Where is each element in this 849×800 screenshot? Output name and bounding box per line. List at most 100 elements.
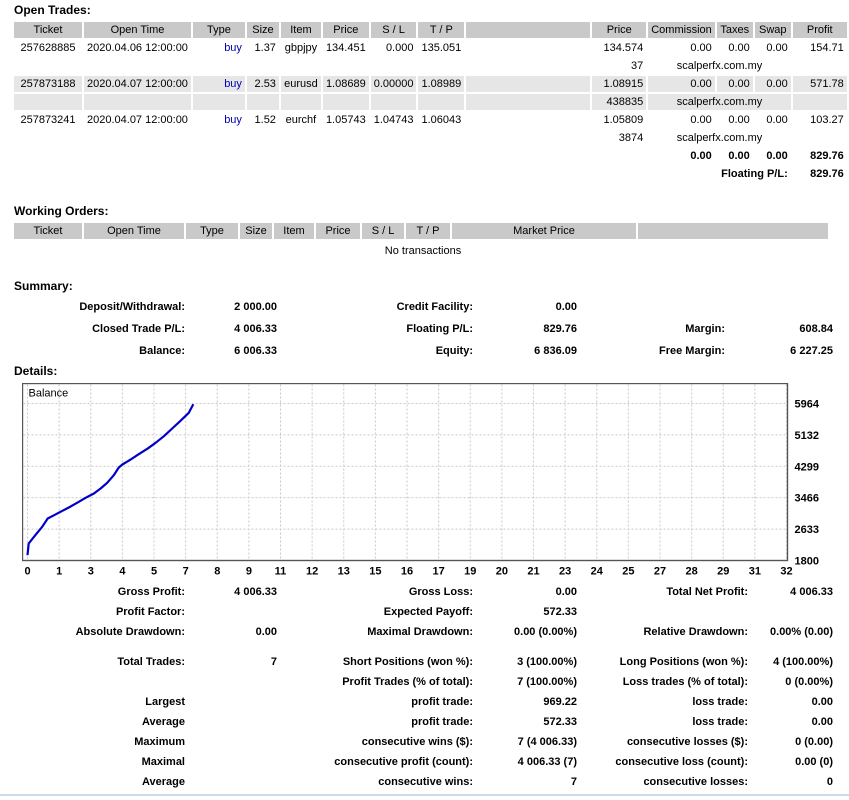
cell-empty — [192, 94, 245, 110]
header-cell-Size: Size — [246, 22, 279, 38]
header-cell-Open Time: Open Time — [84, 22, 191, 38]
header-cell-S / L: S / L — [370, 22, 417, 38]
cell-empty — [246, 94, 279, 110]
stat-row: Profit Factor: Expected Payoff: 572.33 — [14, 602, 833, 622]
y-tick-label: 5132 — [795, 430, 819, 442]
stat-row: Closed Trade P/L: 4 006.33 Floating P/L: 82… — [14, 318, 833, 340]
header-cell-T / P: T / P — [418, 22, 465, 38]
balance-line — [26, 403, 195, 556]
cell-empty — [280, 94, 321, 110]
cell-empty — [14, 166, 646, 182]
floating-pl-label: Floating P/L: — [721, 167, 788, 180]
x-tick-label: 5 — [151, 566, 157, 578]
stat-value: 3 (100.00%) — [517, 656, 577, 668]
stat-label: Gross Profit: — [117, 586, 185, 598]
stat-value: 0 (0.00) — [795, 736, 833, 748]
stat-value: 0.00 — [811, 696, 833, 708]
cell-size: 1.37 — [254, 41, 276, 54]
cell-empty — [193, 58, 245, 74]
trade-row: 257628885 2020.04.06 12:00:00 buy 1.37 gbpjp… — [14, 40, 847, 56]
stat-label: Maximal Drawdown: — [367, 626, 473, 638]
cell-empty — [793, 130, 847, 146]
header-cell-Ticket: Ticket — [14, 223, 82, 239]
chart-series-label: Balance — [29, 388, 69, 400]
y-tick-label: 2633 — [795, 524, 819, 536]
stat-label: Largest — [145, 696, 185, 708]
stat-value — [185, 692, 277, 712]
stat-value: 7 (4 006.33) — [517, 736, 577, 748]
stat-value: 4 006.33 (7) — [517, 756, 577, 768]
stat-label: Deposit/Withdrawal: — [79, 301, 185, 313]
trade-comment-row: 3874 scalperfx.com.my — [14, 130, 847, 146]
stat-label: Profit Trades (% of total): — [342, 676, 473, 688]
cell-empty — [84, 58, 191, 74]
x-tick-label: 1 — [56, 566, 62, 578]
stat-label: consecutive loss (count): — [615, 756, 748, 768]
stat-value: 0.00 — [255, 626, 277, 638]
stat-label: Floating P/L: — [406, 323, 473, 335]
cell-empty — [323, 58, 369, 74]
header-cell-Open Time: Open Time — [84, 223, 184, 239]
cell-taxes: 0.00 — [716, 76, 753, 92]
stat-label — [577, 296, 725, 318]
cell-swap: 0.00 — [766, 113, 788, 126]
cell-price: 134.451 — [325, 41, 366, 54]
cell-commission: 0.00 — [690, 41, 712, 54]
cell-ticket: 257628885 — [20, 41, 76, 54]
stat-value: 7 — [570, 776, 577, 788]
cell-total-profit: 829.76 — [810, 149, 844, 162]
stat-value: 6 836.09 — [534, 345, 577, 357]
x-tick-label: 11 — [275, 566, 287, 578]
stat-value: 0.00 — [555, 586, 577, 598]
cell-empty — [14, 94, 82, 110]
x-tick-label: 24 — [591, 566, 604, 578]
cell-total-taxes: 0.00 — [728, 149, 750, 162]
cell-total-commission: 0.00 — [690, 149, 712, 162]
stat-value: 0.00 (0) — [795, 756, 833, 768]
cell-comment-id: 438835 — [592, 94, 647, 110]
header-cell-Type: Type — [186, 223, 238, 239]
stat-label: profit trade: — [411, 716, 473, 728]
stat-value: 0.00 — [555, 301, 577, 313]
working-orders-title: Working Orders: — [14, 204, 109, 218]
cell-empty — [247, 130, 279, 146]
stat-value: 0.00 — [811, 716, 833, 728]
mt4-statement-report: Open Trades: Ticket Open Time Type Size Item… — [0, 3, 849, 796]
cell-empty — [792, 94, 847, 110]
stat-label: Absolute Drawdown: — [75, 626, 185, 638]
stat-row: Gross Profit: 4 006.33 Gross Loss: 0.00 Tota… — [14, 582, 833, 602]
cell-open_time: 2020.04.07 12:00:00 — [87, 113, 188, 126]
totals-row: 0.00 0.00 0.00 829.76 — [14, 148, 847, 164]
x-tick-label: 27 — [654, 566, 666, 578]
x-tick-label: 19 — [464, 566, 476, 578]
x-tick-label: 0 — [24, 566, 30, 578]
cell-total-swap: 0.00 — [766, 149, 788, 162]
stat-value — [185, 732, 277, 752]
stat-row: Maximal consecutive profit (count): 4 006.… — [14, 752, 833, 772]
cell-price: 1.05743 — [325, 113, 366, 126]
details-title: Details: — [14, 364, 58, 378]
cell-item: eurchf — [285, 113, 317, 126]
stat-label: loss trade: — [692, 716, 748, 728]
cell-swap: 0.00 — [766, 41, 788, 54]
bottom-divider — [0, 794, 849, 796]
stat-row: Maximum consecutive wins ($): 7 (4 006.33)… — [14, 732, 833, 752]
cell-empty — [466, 94, 591, 110]
header-cell-Profit: Profit — [792, 22, 847, 38]
cell-taxes: 0.00 — [728, 41, 750, 54]
balance-chart: Balance 5964 5132 4299 3466 2633 1800 0 1 3 4 5 7 8 9 1… — [21, 382, 849, 582]
cell-empty — [418, 130, 464, 146]
cell-empty — [193, 130, 245, 146]
stat-label: Credit Facility: — [396, 301, 473, 313]
trade-comment-row: 37 scalperfx.com.my — [14, 58, 847, 74]
header-cell-Price: Price — [592, 22, 647, 38]
stat-value: 2 000.00 — [234, 301, 277, 313]
floating-pl-row: Floating P/L: 829.76 — [14, 166, 847, 182]
stat-value: 6 227.25 — [790, 345, 833, 357]
y-tick-label: 1800 — [795, 556, 819, 568]
cell-empty — [281, 130, 321, 146]
y-tick-label: 5964 — [795, 398, 820, 410]
header-cell-T / P: T / P — [406, 223, 450, 239]
cell-size: 2.53 — [246, 76, 279, 92]
